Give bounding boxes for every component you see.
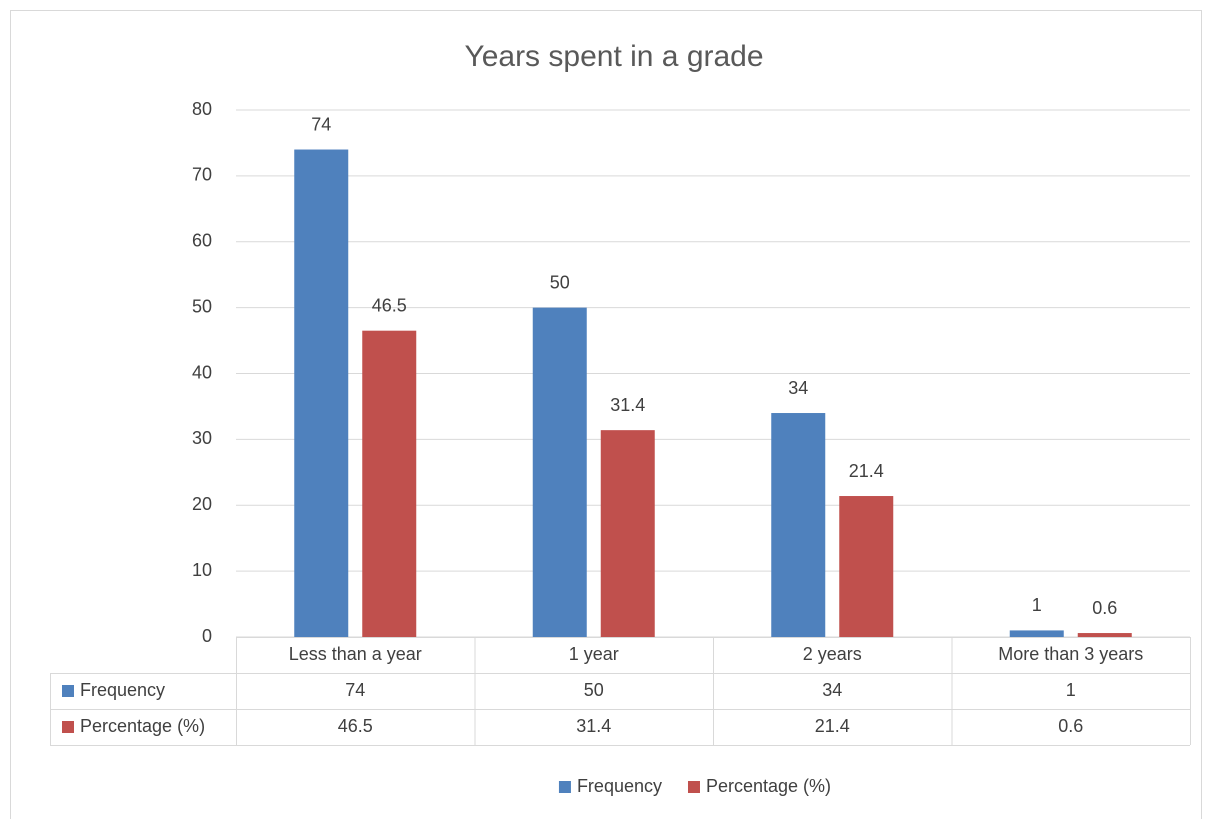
data-label: 31.4 [610,395,645,415]
bar [1009,630,1064,637]
bar [532,307,587,637]
table-cell: 50 [584,680,604,700]
table-row-label: Frequency [80,680,165,700]
table-legend-swatch [62,685,74,697]
y-tick-label: 60 [192,231,212,251]
data-label: 1 [1032,595,1042,615]
table-row-label: Percentage (%) [80,716,205,736]
legend-swatch [687,781,700,793]
table-cell: 0.6 [1058,716,1083,736]
table-cell: 31.4 [576,716,611,736]
bar [294,149,349,637]
table-cell: 1 [1066,680,1076,700]
y-tick-label: 70 [192,165,212,185]
data-label: 50 [550,272,570,292]
data-label: 74 [311,114,331,134]
x-tick-label: Less than a year [289,644,422,664]
data-label: 34 [788,378,808,398]
table-legend-swatch [62,721,74,733]
y-tick-label: 0 [202,626,212,646]
bar [362,330,417,637]
y-tick-label: 10 [192,560,212,580]
data-label: 0.6 [1092,598,1117,618]
bar [600,430,655,637]
table-cell: 46.5 [338,716,373,736]
chart-title: Years spent in a grade [464,40,763,73]
data-label: 46.5 [372,295,407,315]
y-tick-label: 80 [192,99,212,119]
x-tick-label: 2 years [803,644,862,664]
y-tick-label: 30 [192,428,212,448]
chart-frame [10,10,1202,819]
table-cell: 21.4 [815,716,850,736]
y-tick-label: 50 [192,296,212,316]
bar [771,413,826,637]
table-cell: 34 [822,680,842,700]
y-tick-label: 40 [192,362,212,382]
bar [1077,633,1132,637]
legend-label: Frequency [577,776,662,796]
legend-label: Percentage (%) [706,776,831,796]
data-label: 21.4 [849,461,884,481]
legend-swatch [558,781,571,793]
x-tick-label: 1 year [569,644,619,664]
table-cell: 74 [345,680,365,700]
y-tick-label: 20 [192,494,212,514]
bar [839,496,894,637]
x-tick-label: More than 3 years [998,644,1143,664]
